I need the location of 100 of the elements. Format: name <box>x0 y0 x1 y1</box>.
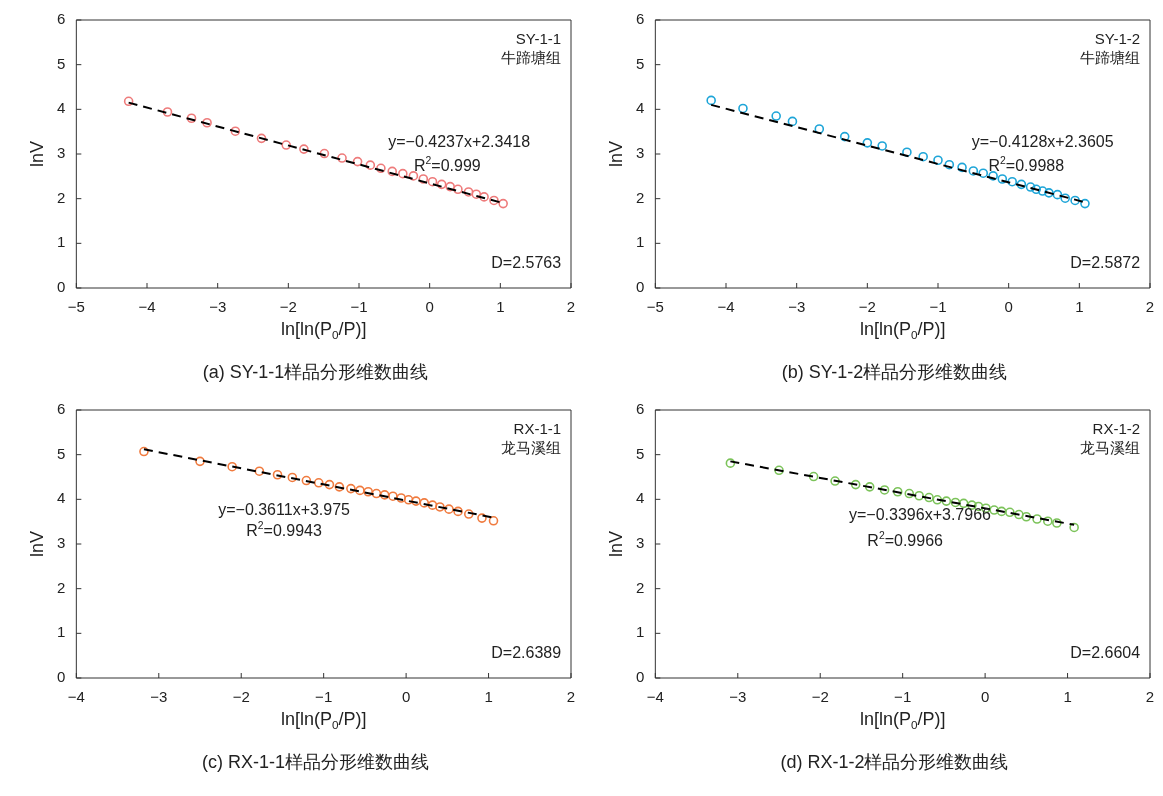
point <box>808 471 819 482</box>
point <box>195 456 205 467</box>
y-tick-label: 4 <box>636 489 645 507</box>
x-tick-label: 0 <box>401 688 411 706</box>
y-tick-label: 2 <box>57 188 66 206</box>
y-axis-title: lnV <box>606 530 627 558</box>
point <box>996 506 1007 517</box>
point <box>398 168 408 179</box>
x-tick-label: 2 <box>1145 298 1155 316</box>
y-tick-label: 3 <box>636 534 645 552</box>
point <box>272 469 283 480</box>
point <box>1016 179 1027 190</box>
point <box>933 155 943 166</box>
point <box>787 116 798 127</box>
point <box>346 483 356 494</box>
point <box>924 492 934 503</box>
point <box>997 174 1008 184</box>
point <box>862 138 873 148</box>
point <box>281 140 292 150</box>
point <box>365 160 376 170</box>
y-tick-label: 0 <box>57 668 66 686</box>
y-tick-label: 4 <box>636 99 645 117</box>
point <box>419 498 430 508</box>
point <box>725 458 736 468</box>
y-tick-label: 5 <box>57 444 66 462</box>
point <box>1080 198 1090 209</box>
x-tick-label: 1 <box>496 298 505 316</box>
point <box>139 446 149 457</box>
point <box>968 166 979 176</box>
x-tick-label: 0 <box>1004 298 1013 316</box>
point <box>299 144 309 154</box>
y-tick-label: 5 <box>636 54 645 72</box>
point <box>254 466 265 476</box>
point <box>830 476 840 486</box>
point <box>427 500 438 510</box>
annotation: y=−0.3611x+3.975 <box>218 500 351 518</box>
point <box>287 472 298 483</box>
point <box>324 479 335 490</box>
y-tick-label: 6 <box>636 400 645 418</box>
annotation: RX-1-2 <box>1092 420 1141 438</box>
point <box>463 187 474 197</box>
annotation: 龙马溪组 <box>501 439 562 456</box>
x-tick-label: 1 <box>1063 688 1072 706</box>
point <box>463 509 474 519</box>
point <box>379 490 390 500</box>
y-tick-label: 6 <box>57 10 66 28</box>
point <box>932 494 943 505</box>
y-tick-label: 0 <box>636 668 645 686</box>
x-tick-label: −4 <box>138 298 156 316</box>
x-tick-label: 2 <box>566 298 576 316</box>
point <box>445 181 455 192</box>
point <box>418 174 429 184</box>
point <box>877 141 887 151</box>
point <box>864 482 875 492</box>
point <box>387 166 398 177</box>
y-axis-title: lnV <box>27 140 48 168</box>
point <box>738 103 748 114</box>
y-tick-label: 1 <box>57 623 66 641</box>
x-tick-label: −1 <box>315 688 333 706</box>
point <box>471 189 482 199</box>
point <box>839 131 850 142</box>
point <box>123 96 134 107</box>
x-tick-label: −5 <box>67 298 85 316</box>
x-tick-label: 1 <box>484 688 493 706</box>
x-tick-label: −4 <box>646 688 664 706</box>
x-tick-label: −3 <box>729 688 747 706</box>
point <box>1070 195 1080 206</box>
point <box>453 506 463 517</box>
y-tick-label: 2 <box>636 578 645 596</box>
point <box>403 494 414 505</box>
annotation: 龙马溪组 <box>1080 439 1141 456</box>
annotation: y=−0.3396x+3.7966 <box>849 506 992 523</box>
point <box>498 198 508 209</box>
point <box>202 117 212 128</box>
point <box>489 195 499 206</box>
point <box>162 107 173 117</box>
point <box>941 496 952 506</box>
point <box>488 515 499 526</box>
y-tick-label: 1 <box>57 233 66 251</box>
y-tick-label: 0 <box>57 278 66 296</box>
point <box>957 162 967 173</box>
point <box>1037 186 1048 196</box>
annotation: D=2.5872 <box>1070 254 1141 272</box>
point <box>453 184 463 195</box>
x-tick-label: −3 <box>209 298 227 316</box>
y-tick-label: 4 <box>57 489 66 507</box>
y-tick-label: 2 <box>636 188 645 206</box>
point <box>958 498 969 509</box>
annotation: 牛蹄塘组 <box>501 49 562 66</box>
x-tick-label: −5 <box>646 298 664 316</box>
point <box>914 490 924 501</box>
y-tick-label: 0 <box>636 278 645 296</box>
point <box>371 488 382 499</box>
point <box>918 151 928 162</box>
point <box>879 485 890 495</box>
y-tick-label: 6 <box>57 400 66 418</box>
point <box>477 513 487 523</box>
x-tick-label: −1 <box>929 298 947 316</box>
y-axis-title: lnV <box>606 140 627 168</box>
point <box>774 465 784 476</box>
